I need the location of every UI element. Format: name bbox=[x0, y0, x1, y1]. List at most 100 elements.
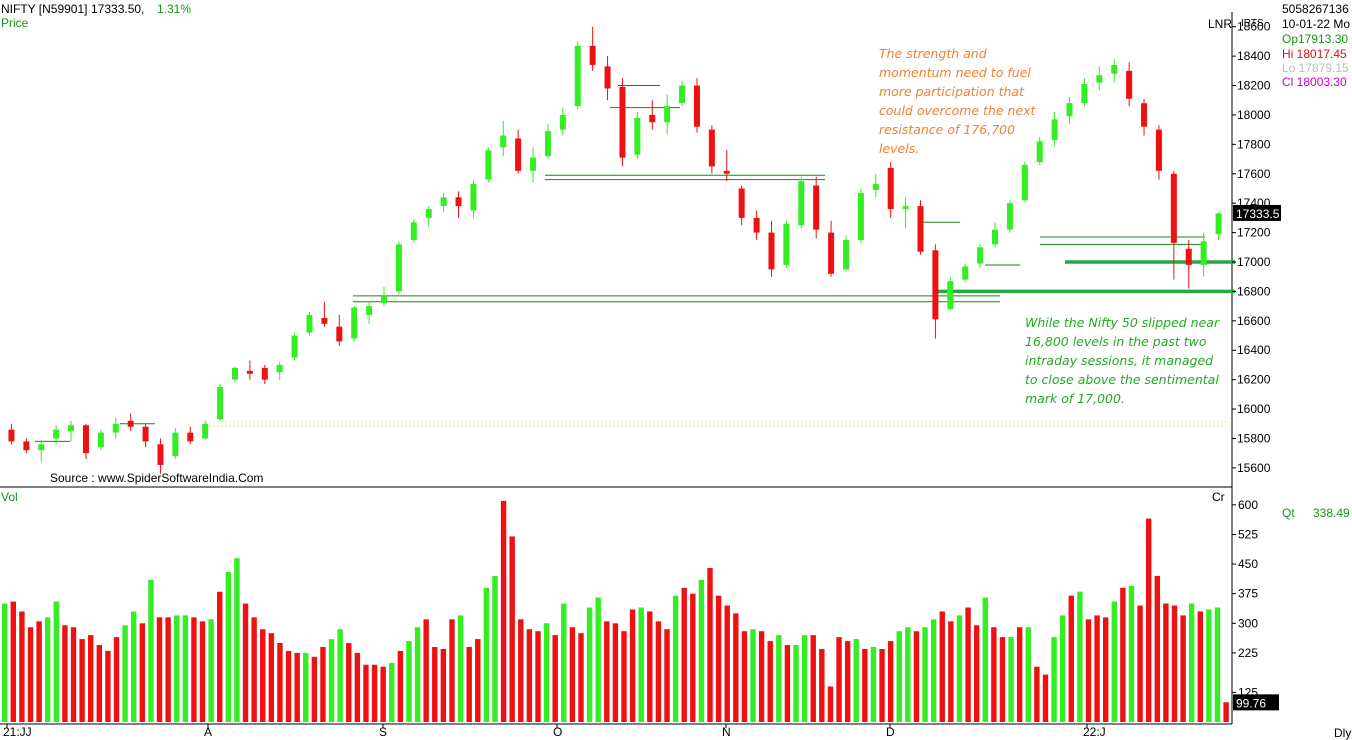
volume-bar bbox=[543, 623, 550, 722]
volume-bar bbox=[199, 621, 206, 722]
candle-body bbox=[634, 117, 641, 155]
qt-label: Qt bbox=[1282, 506, 1295, 520]
candle-body bbox=[366, 306, 373, 315]
candle-body bbox=[97, 432, 104, 448]
volume-bar bbox=[156, 617, 163, 722]
volume-bar bbox=[948, 621, 954, 722]
price-tick-label: 15800 bbox=[1237, 431, 1271, 445]
volume-bar bbox=[870, 646, 877, 722]
irts-label: IRTS bbox=[1241, 18, 1264, 29]
volume-bar bbox=[2, 603, 8, 722]
volume-bar bbox=[741, 631, 748, 722]
volume-bar bbox=[500, 500, 507, 722]
volume-bar bbox=[19, 611, 25, 722]
date-tick-label: A bbox=[204, 725, 212, 739]
volume-bar bbox=[604, 621, 610, 722]
price-tick-label: 17800 bbox=[1237, 137, 1271, 151]
candle-body bbox=[82, 425, 89, 454]
candle-body bbox=[723, 170, 730, 174]
volume-bar bbox=[10, 601, 17, 722]
volume-bar bbox=[973, 625, 980, 722]
dly-label: Dly bbox=[1334, 726, 1352, 740]
candle-body bbox=[410, 222, 417, 240]
volume-bar bbox=[535, 631, 541, 722]
source-credit: Source : www.SpiderSoftwareIndia.Com bbox=[50, 471, 264, 485]
last-price-label: 17333.50, bbox=[91, 2, 145, 16]
volume-bar bbox=[922, 627, 928, 722]
candle-body bbox=[187, 432, 194, 442]
volume-series bbox=[2, 500, 1229, 722]
candle-body bbox=[1096, 75, 1103, 83]
candle-body bbox=[157, 444, 164, 465]
annotation-resistance: The strength and momentum need to fuel m… bbox=[879, 46, 1036, 156]
candlestick-series bbox=[8, 26, 1222, 474]
candle-body bbox=[127, 420, 134, 427]
price-tick-label: 16000 bbox=[1237, 402, 1271, 416]
volume-bar bbox=[1120, 587, 1126, 722]
volume-bar bbox=[260, 629, 266, 722]
volume-bar bbox=[629, 609, 636, 722]
candle-body bbox=[231, 367, 238, 380]
price-tick-label: 18600 bbox=[1237, 20, 1271, 34]
candle-body bbox=[992, 229, 999, 245]
volume-bar bbox=[810, 635, 816, 722]
volume-bar bbox=[53, 601, 60, 722]
volume-bar bbox=[836, 637, 842, 722]
volume-bar bbox=[844, 641, 851, 722]
candle-body bbox=[1170, 173, 1177, 243]
volume-bar bbox=[965, 607, 971, 722]
volume-bar bbox=[552, 635, 558, 722]
last-price-box-label: 17333.5 bbox=[1236, 207, 1280, 221]
volume-bar bbox=[879, 648, 885, 722]
candle-body bbox=[768, 232, 775, 270]
volume-bar bbox=[518, 619, 524, 722]
date-tick-label: O bbox=[553, 725, 562, 739]
candle-body bbox=[962, 266, 969, 280]
candle-body bbox=[1021, 164, 1028, 201]
volume-bar bbox=[526, 629, 533, 722]
volume-bar bbox=[380, 666, 386, 722]
change-percent-label: 1.31% bbox=[157, 2, 192, 16]
volume-bar bbox=[991, 627, 997, 722]
volume-tick-label: 300 bbox=[1238, 616, 1258, 630]
candle-body bbox=[604, 66, 611, 89]
last-volume-box-label: 99.76 bbox=[1236, 696, 1266, 710]
volume-bar bbox=[1197, 611, 1203, 722]
candle-body bbox=[842, 239, 849, 270]
volume-bar bbox=[208, 619, 214, 722]
candle-body bbox=[917, 206, 924, 252]
volume-bar bbox=[853, 639, 859, 722]
volume-bar bbox=[698, 579, 705, 722]
volume-bar bbox=[346, 643, 352, 722]
candle-body bbox=[589, 45, 596, 65]
volume-bar bbox=[896, 631, 902, 722]
candle-body bbox=[246, 370, 253, 374]
volume-bar bbox=[105, 650, 111, 722]
volume-bar bbox=[397, 650, 404, 722]
volume-bar bbox=[733, 613, 739, 722]
volume-bar bbox=[561, 603, 567, 722]
volume-bar bbox=[70, 627, 77, 722]
volume-bar bbox=[1077, 591, 1083, 722]
volume-bar bbox=[750, 629, 756, 722]
candle-body bbox=[1051, 119, 1058, 140]
volume-bar bbox=[793, 645, 799, 722]
volume-bar bbox=[337, 629, 343, 722]
volume-bar bbox=[432, 646, 438, 722]
volume-bar bbox=[217, 591, 223, 722]
info-date: 10-01-22 Mo bbox=[1282, 17, 1351, 31]
volume-bar bbox=[1085, 619, 1092, 722]
volume-bar bbox=[354, 652, 361, 722]
candle-body bbox=[857, 192, 864, 240]
volume-bar bbox=[182, 615, 189, 722]
price-tick-label: 16400 bbox=[1237, 343, 1271, 357]
price-tick-label: 18000 bbox=[1237, 108, 1271, 122]
volume-bar bbox=[1051, 637, 1057, 722]
volume-bar bbox=[638, 607, 644, 722]
candle-body bbox=[693, 85, 700, 127]
volume-bar bbox=[999, 637, 1006, 722]
candle-body bbox=[679, 85, 686, 104]
candle-body bbox=[1081, 84, 1088, 104]
last-price-box bbox=[1233, 204, 1281, 221]
volume-bar bbox=[982, 597, 988, 722]
